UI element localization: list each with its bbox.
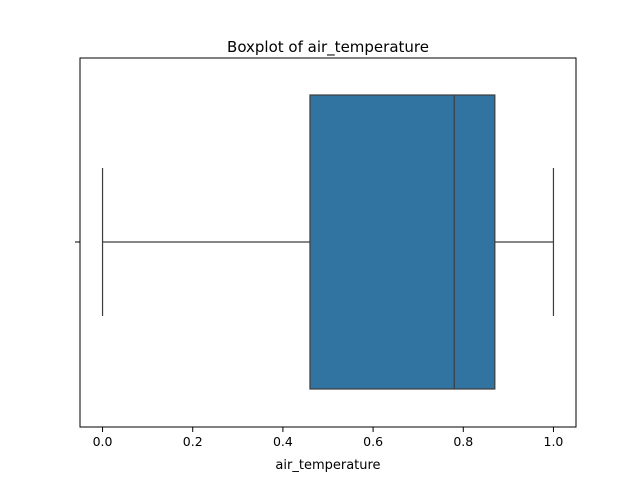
x-tick-label: 1.0 — [544, 434, 564, 449]
x-tick-label: 0.6 — [363, 434, 383, 449]
plot-area — [101, 94, 555, 390]
x-tick-label: 0.4 — [273, 434, 293, 449]
x-axis-label: air_temperature — [275, 458, 380, 473]
x-tick-label: 0.8 — [453, 434, 473, 449]
x-tick-label: 0.2 — [183, 434, 203, 449]
iqr-box — [309, 94, 496, 390]
chart-title: Boxplot of air_temperature — [227, 38, 429, 57]
x-tick-label: 0.0 — [93, 434, 113, 449]
x-axis: 0.0 0.2 0.4 0.6 0.8 1.0 — [93, 427, 564, 449]
